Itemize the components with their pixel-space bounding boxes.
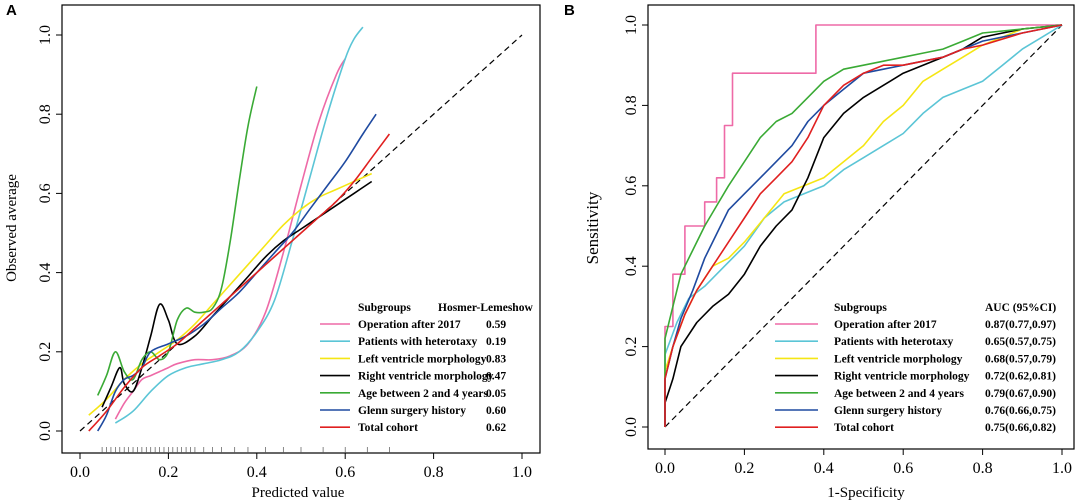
y-axis-label-b: Sensitivity [583, 191, 602, 264]
legend-stat-a-1: 0.59 [486, 319, 506, 331]
legend-a: Subgroups Hosmer-Lemeshow Operation afte… [320, 302, 533, 434]
reference-diagonal-b [664, 24, 1063, 428]
legend-stat-b-4: 0.72(0.62,0.81) [985, 371, 1056, 383]
y-tick-label-b: 0.8 [623, 95, 640, 115]
series-line-a-3 [88, 172, 373, 416]
y-tick-label-a: 0.0 [37, 421, 54, 441]
legend-stat-a-6: 0.60 [486, 405, 506, 417]
x-tick-label-b: 0.4 [814, 460, 834, 477]
y-tick-label-b: 0.2 [623, 337, 640, 357]
legend-stat-b-1: 0.87(0.77,0.97) [985, 319, 1056, 331]
y-tick-label-b: 0.0 [623, 417, 640, 437]
roc-plot: 0.0 0.2 0.4 0.6 0.8 1.0 0.0 0.2 0.4 0.6 0.8 1.0 1-… [583, 4, 1075, 501]
series-line-b-7 [664, 24, 1063, 427]
x-axis-label-a: Predicted value [252, 485, 345, 501]
panel-a-letter: A [6, 2, 17, 19]
y-tick-label-b: 0.4 [623, 256, 640, 276]
series-line-a-6 [97, 113, 377, 432]
legend-stat-b-6: 0.76(0.66,0.75) [985, 405, 1056, 417]
panel-b-letter: B [564, 2, 575, 19]
x-tick-label-b: 1.0 [1052, 460, 1072, 477]
legend-label-b-3: Left ventricle morphology [834, 353, 963, 365]
reference-diagonal-a [79, 34, 523, 432]
legend-label-b-1: Operation after 2017 [834, 319, 937, 331]
x-axis-label-b: 1-Specificity [827, 485, 905, 501]
x-tick-label-a: 0.0 [70, 464, 90, 481]
legend-label-b-6: Glenn surgery history [834, 405, 942, 417]
legend-stat-a-7: 0.62 [486, 422, 506, 434]
legend-header-stat-a: Hosmer-Lemeshow [438, 302, 533, 314]
legend-stat-a-4: 0.47 [486, 371, 506, 383]
y-tick-label-a: 1.0 [37, 25, 54, 45]
legend-label-a-5: Age between 2 and 4 years [358, 388, 489, 400]
series-line-a-4 [101, 180, 373, 408]
legend-stat-b-3: 0.68(0.57,0.79) [985, 353, 1056, 365]
legend-stat-b-2: 0.65(0.57,0.75) [985, 336, 1056, 348]
y-tick-label-a: 0.8 [37, 104, 54, 124]
legend-stat-a-5: 0.05 [486, 388, 506, 400]
x-tick-label-a: 0.8 [424, 464, 444, 481]
series-line-b-2 [664, 24, 1063, 427]
legend-label-a-7: Total cohort [358, 422, 418, 434]
legend-header-subgroups-a: Subgroups [358, 302, 411, 314]
plot-frame-b [647, 4, 1075, 450]
y-tick-label-a: 0.6 [37, 183, 54, 203]
legend-label-a-4: Right ventricle morphology [358, 371, 494, 383]
x-tick-label-b: 0.0 [655, 460, 675, 477]
series-line-b-1 [664, 24, 1062, 427]
legend-stat-b-5: 0.79(0.67,0.90) [985, 388, 1056, 400]
legend-stat-b-7: 0.75(0.66,0.82) [985, 422, 1056, 434]
legend-stat-a-2: 0.19 [486, 336, 506, 348]
y-tick-label-b: 1.0 [623, 15, 640, 35]
legend-header-subgroups-b: Subgroups [834, 302, 887, 314]
legend-label-b-5: Age between 2 and 4 years [834, 388, 965, 400]
legend-label-b-2: Patients with heterotaxy [834, 336, 953, 348]
x-tick-label-b: 0.8 [973, 460, 993, 477]
legend-label-a-1: Operation after 2017 [358, 319, 461, 331]
series-line-a-7 [88, 133, 391, 432]
legend-label-a-6: Glenn surgery history [358, 405, 466, 417]
x-tick-label-a: 0.2 [158, 464, 178, 481]
series-line-b-5 [664, 24, 1063, 427]
series-line-a-2 [114, 26, 364, 424]
legend-label-a-2: Patients with heterotaxy [358, 336, 477, 348]
legend-label-b-4: Right ventricle morphology [834, 371, 970, 383]
legend-stat-a-3: 0.83 [486, 353, 506, 365]
legend-label-b-7: Total cohort [834, 422, 894, 434]
x-tick-label-b: 0.6 [893, 460, 913, 477]
series-line-a-1 [114, 58, 346, 420]
y-tick-label-b: 0.6 [623, 176, 640, 196]
x-tick-label-b: 0.2 [734, 460, 754, 477]
y-tick-label-a: 0.4 [37, 263, 54, 283]
legend-b: Subgroups AUC (95%CI) Operation after 20… [775, 302, 1056, 434]
y-tick-label-a: 0.2 [37, 342, 54, 362]
legend-header-stat-b: AUC (95%CI) [985, 302, 1056, 314]
y-axis-label-a: Observed average [4, 174, 20, 282]
x-tick-label-a: 0.6 [335, 464, 355, 481]
series-line-a-5 [96, 86, 258, 396]
x-tick-label-a: 0.4 [247, 464, 267, 481]
legend-label-a-3: Left ventricle morphology [358, 353, 487, 365]
x-tick-label-a: 1.0 [512, 464, 532, 481]
calibration-plot: 0.0 0.2 0.4 0.6 0.8 1.0 0.0 0.2 0.4 0.6 0.8 1.0 Pr… [4, 4, 541, 501]
